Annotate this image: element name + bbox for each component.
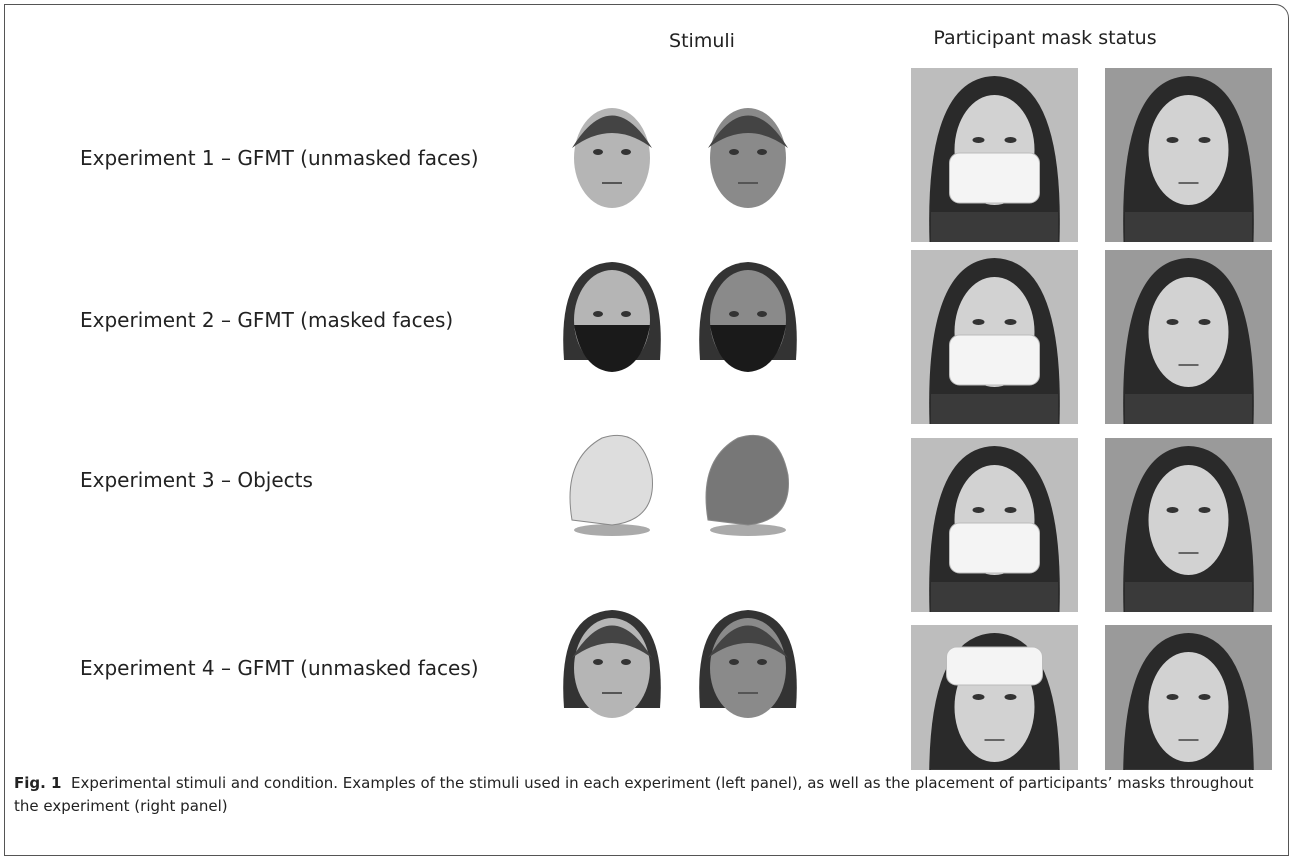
caption-text: Experimental stimuli and condition. Exam… (14, 774, 1254, 815)
eye (621, 659, 631, 665)
eye (729, 149, 739, 155)
row-label: Experiment 1 – GFMT (unmasked faces) (80, 146, 479, 170)
mask (949, 334, 1040, 386)
stimuli-heading: Stimuli (669, 30, 735, 52)
face (1148, 465, 1229, 575)
eye (621, 311, 631, 317)
hair (572, 115, 652, 148)
eye (621, 149, 631, 155)
mask-on-forehead (946, 646, 1043, 686)
eye (1004, 319, 1017, 325)
shirt (1125, 394, 1252, 424)
hair (572, 625, 652, 658)
mask (949, 522, 1040, 574)
shirt (1125, 212, 1252, 242)
eye (729, 311, 739, 317)
eye (1004, 507, 1017, 513)
eye (757, 311, 767, 317)
figure-frame (4, 4, 1289, 856)
shirt (931, 769, 1058, 770)
mask (949, 152, 1040, 204)
eye (1198, 507, 1211, 513)
row-label: Experiment 2 – GFMT (masked faces) (80, 308, 454, 332)
shirt (1125, 582, 1252, 612)
face (1148, 652, 1229, 762)
mask (574, 325, 650, 372)
eye (593, 311, 603, 317)
eye (1198, 319, 1211, 325)
eye (1166, 694, 1179, 700)
caption-label: Fig. 1 (14, 774, 62, 792)
hair (708, 625, 788, 658)
shirt (931, 212, 1058, 242)
eye (1198, 137, 1211, 143)
eye (972, 507, 985, 513)
participant-heading: Participant mask status (933, 27, 1157, 49)
eye (972, 694, 985, 700)
object-stimulus (705, 434, 789, 526)
caption: Fig. 1 Experimental stimuli and conditio… (14, 772, 1274, 818)
object-stimulus (569, 434, 653, 526)
shirt (931, 582, 1058, 612)
face (1148, 95, 1229, 205)
eye (972, 319, 985, 325)
figure-images (563, 68, 1272, 770)
shirt (1125, 769, 1252, 770)
row-label: Experiment 4 – GFMT (unmasked faces) (80, 656, 479, 680)
eye (757, 659, 767, 665)
eye (1166, 137, 1179, 143)
object-shadow (710, 524, 786, 536)
row-label: Experiment 3 – Objects (80, 468, 313, 492)
eye (729, 659, 739, 665)
mask (710, 325, 786, 372)
eye (1198, 694, 1211, 700)
hair (708, 115, 788, 148)
eye (1004, 694, 1017, 700)
eye (1166, 507, 1179, 513)
eye (972, 137, 985, 143)
eye (593, 659, 603, 665)
object-shadow (574, 524, 650, 536)
eye (1166, 319, 1179, 325)
eye (757, 149, 767, 155)
shirt (931, 394, 1058, 424)
face (1148, 277, 1229, 387)
eye (1004, 137, 1017, 143)
eye (593, 149, 603, 155)
